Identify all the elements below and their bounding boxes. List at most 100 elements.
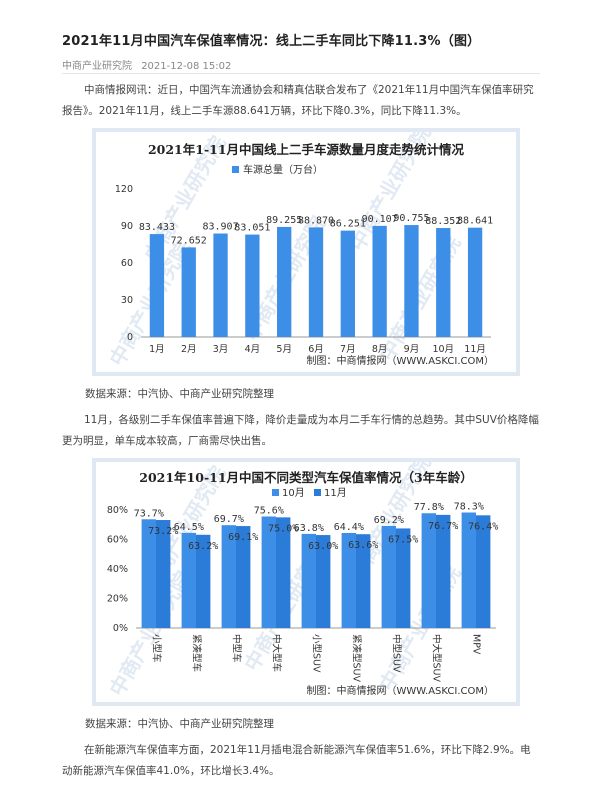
legend-swatch: [272, 489, 279, 496]
x-tick-label: 8月: [372, 344, 388, 355]
data-label: 63.0%: [308, 541, 338, 552]
y-tick-label: 60%: [107, 535, 128, 546]
data-label: 64.4%: [334, 522, 364, 533]
bar: [301, 533, 316, 628]
legend-swatch: [232, 166, 239, 173]
data-label: 72.652: [171, 235, 207, 246]
bar: [141, 519, 156, 628]
paragraph-intro: 中商情报网讯：近日，中国汽车流通协会和精真估联合发布了《2021年11月中国汽车…: [62, 84, 534, 117]
chart-title: 2021年1-11月中国线上二手车源数量月度走势统计情况: [148, 142, 465, 157]
x-tick-label: MPV: [471, 634, 482, 655]
data-label: 76.4%: [468, 521, 498, 532]
bar: [341, 533, 356, 628]
chart-2: 中商产业研究院中商产业研究院中商产业研究院中商产业研究院中商产业研究院2021年…: [105, 462, 499, 700]
bar: [213, 233, 228, 337]
paragraph-2: 11月，各级别二手车保值率普遍下降，降价走量成为本月二手车行情的总趋势。其中SU…: [62, 414, 539, 447]
data-label: 64.5%: [174, 522, 204, 533]
bar: [381, 525, 396, 628]
legend-label: 车源总量（万台）: [243, 163, 323, 176]
bar: [245, 234, 260, 337]
y-tick-label: 0: [127, 332, 133, 343]
data-label: 90.107: [362, 214, 398, 225]
bar: [372, 225, 387, 337]
article-meta: 中商产业研究院 2021-12-08 15:02: [62, 57, 237, 72]
x-tick-label: 10月: [432, 344, 454, 355]
x-tick-label: 1月: [149, 344, 165, 355]
x-tick-label: 9月: [404, 344, 420, 355]
x-tick-label: 小型SUV: [311, 634, 322, 673]
bar: [340, 230, 355, 337]
data-label: 73.2%: [148, 526, 178, 537]
title-divider: [62, 73, 540, 74]
chart-credit: 制图：中商情报网（WWW.ASKCI.COM）: [307, 684, 495, 697]
y-tick-label: 30: [121, 295, 133, 306]
y-tick-label: 20%: [107, 594, 128, 605]
data-label: 83.907: [202, 222, 238, 233]
bar: [156, 520, 171, 628]
data-label: 78.3%: [454, 502, 484, 513]
y-tick-label: 60: [121, 258, 133, 269]
bar: [396, 528, 411, 628]
data-label: 90.755: [393, 213, 429, 224]
x-tick-label: 5月: [276, 344, 292, 355]
data-label: 63.8%: [294, 523, 324, 534]
x-tick-label: 6月: [308, 344, 324, 355]
y-tick-label: 120: [115, 184, 133, 195]
x-tick-label: 中型SUV: [391, 634, 403, 673]
data-label: 75.6%: [254, 505, 284, 516]
bar: [196, 534, 211, 628]
legend-label: 10月: [282, 487, 305, 499]
data-label: 73.7%: [134, 508, 164, 519]
data-label: 69.7%: [214, 514, 244, 525]
x-tick-label: 3月: [213, 344, 229, 355]
x-tick-label: 11月: [464, 344, 486, 355]
legend-label: 11月: [324, 487, 347, 499]
data-label: 89.255: [266, 215, 302, 226]
y-tick-label: 80%: [107, 505, 128, 516]
data-label: 86.251: [330, 219, 366, 230]
x-tick-label: 中大型SUV: [431, 634, 443, 682]
bar: [149, 234, 165, 337]
bar: [277, 226, 292, 337]
data-source-2: 数据来源：中汽协、中商产业研究院整理: [85, 718, 274, 730]
data-label: 67.5%: [388, 534, 418, 545]
bar: [276, 517, 291, 628]
bar: [181, 247, 196, 337]
chart-box-1: 中商产业研究院中商产业研究院中商产业研究院中商产业研究院中商产业研究院2021年…: [92, 128, 520, 376]
paragraph-3: 在新能源汽车保值率方面，2021年11月插电混合新能源汽车保值率51.6%，环比…: [62, 744, 531, 777]
y-tick-label: 90: [121, 221, 133, 232]
bar: [461, 512, 476, 628]
x-tick-label: 紧凑型SUV: [351, 634, 363, 682]
data-label: 88.352: [425, 216, 461, 227]
bar: [261, 516, 276, 628]
data-label: 75.0%: [268, 523, 298, 534]
x-tick-label: 7月: [340, 344, 356, 355]
x-tick-label: 小型车: [151, 634, 163, 663]
chart-1: 中商产业研究院中商产业研究院中商产业研究院中商产业研究院中商产业研究院2021年…: [105, 132, 494, 370]
data-label: 63.6%: [348, 540, 378, 551]
data-label: 88.870: [298, 215, 334, 226]
y-tick-label: 0%: [113, 623, 128, 634]
y-tick-label: 40%: [107, 564, 128, 575]
chart-title: 2021年10-11月中国不同类型汽车保值率情况（3年车龄）: [139, 470, 472, 485]
x-tick-label: 4月: [245, 344, 261, 355]
x-tick-label: 紧凑型车: [191, 634, 203, 672]
source-name[interactable]: 中商产业研究院: [62, 61, 132, 72]
bar: [467, 227, 483, 337]
bar: [421, 513, 436, 628]
data-source-1: 数据来源：中汽协、中商产业研究院整理: [85, 388, 274, 400]
data-label: 77.8%: [414, 502, 444, 513]
legend-swatch: [314, 489, 321, 496]
article-title: 2021年11月中国汽车保值率情况：线上二手车同比下降11.3%（图）: [62, 34, 481, 49]
x-tick-label: 2月: [181, 344, 197, 355]
bar: [404, 225, 419, 337]
bar: [436, 228, 451, 337]
chart-box-2: 中商产业研究院中商产业研究院中商产业研究院中商产业研究院中商产业研究院2021年…: [92, 458, 520, 706]
x-tick-label: 中型车: [231, 634, 243, 663]
data-label: 63.2%: [188, 541, 218, 552]
data-label: 69.1%: [228, 532, 258, 543]
bar: [476, 515, 491, 628]
bar: [356, 534, 371, 628]
bar: [436, 514, 451, 628]
data-label: 76.7%: [428, 521, 458, 532]
